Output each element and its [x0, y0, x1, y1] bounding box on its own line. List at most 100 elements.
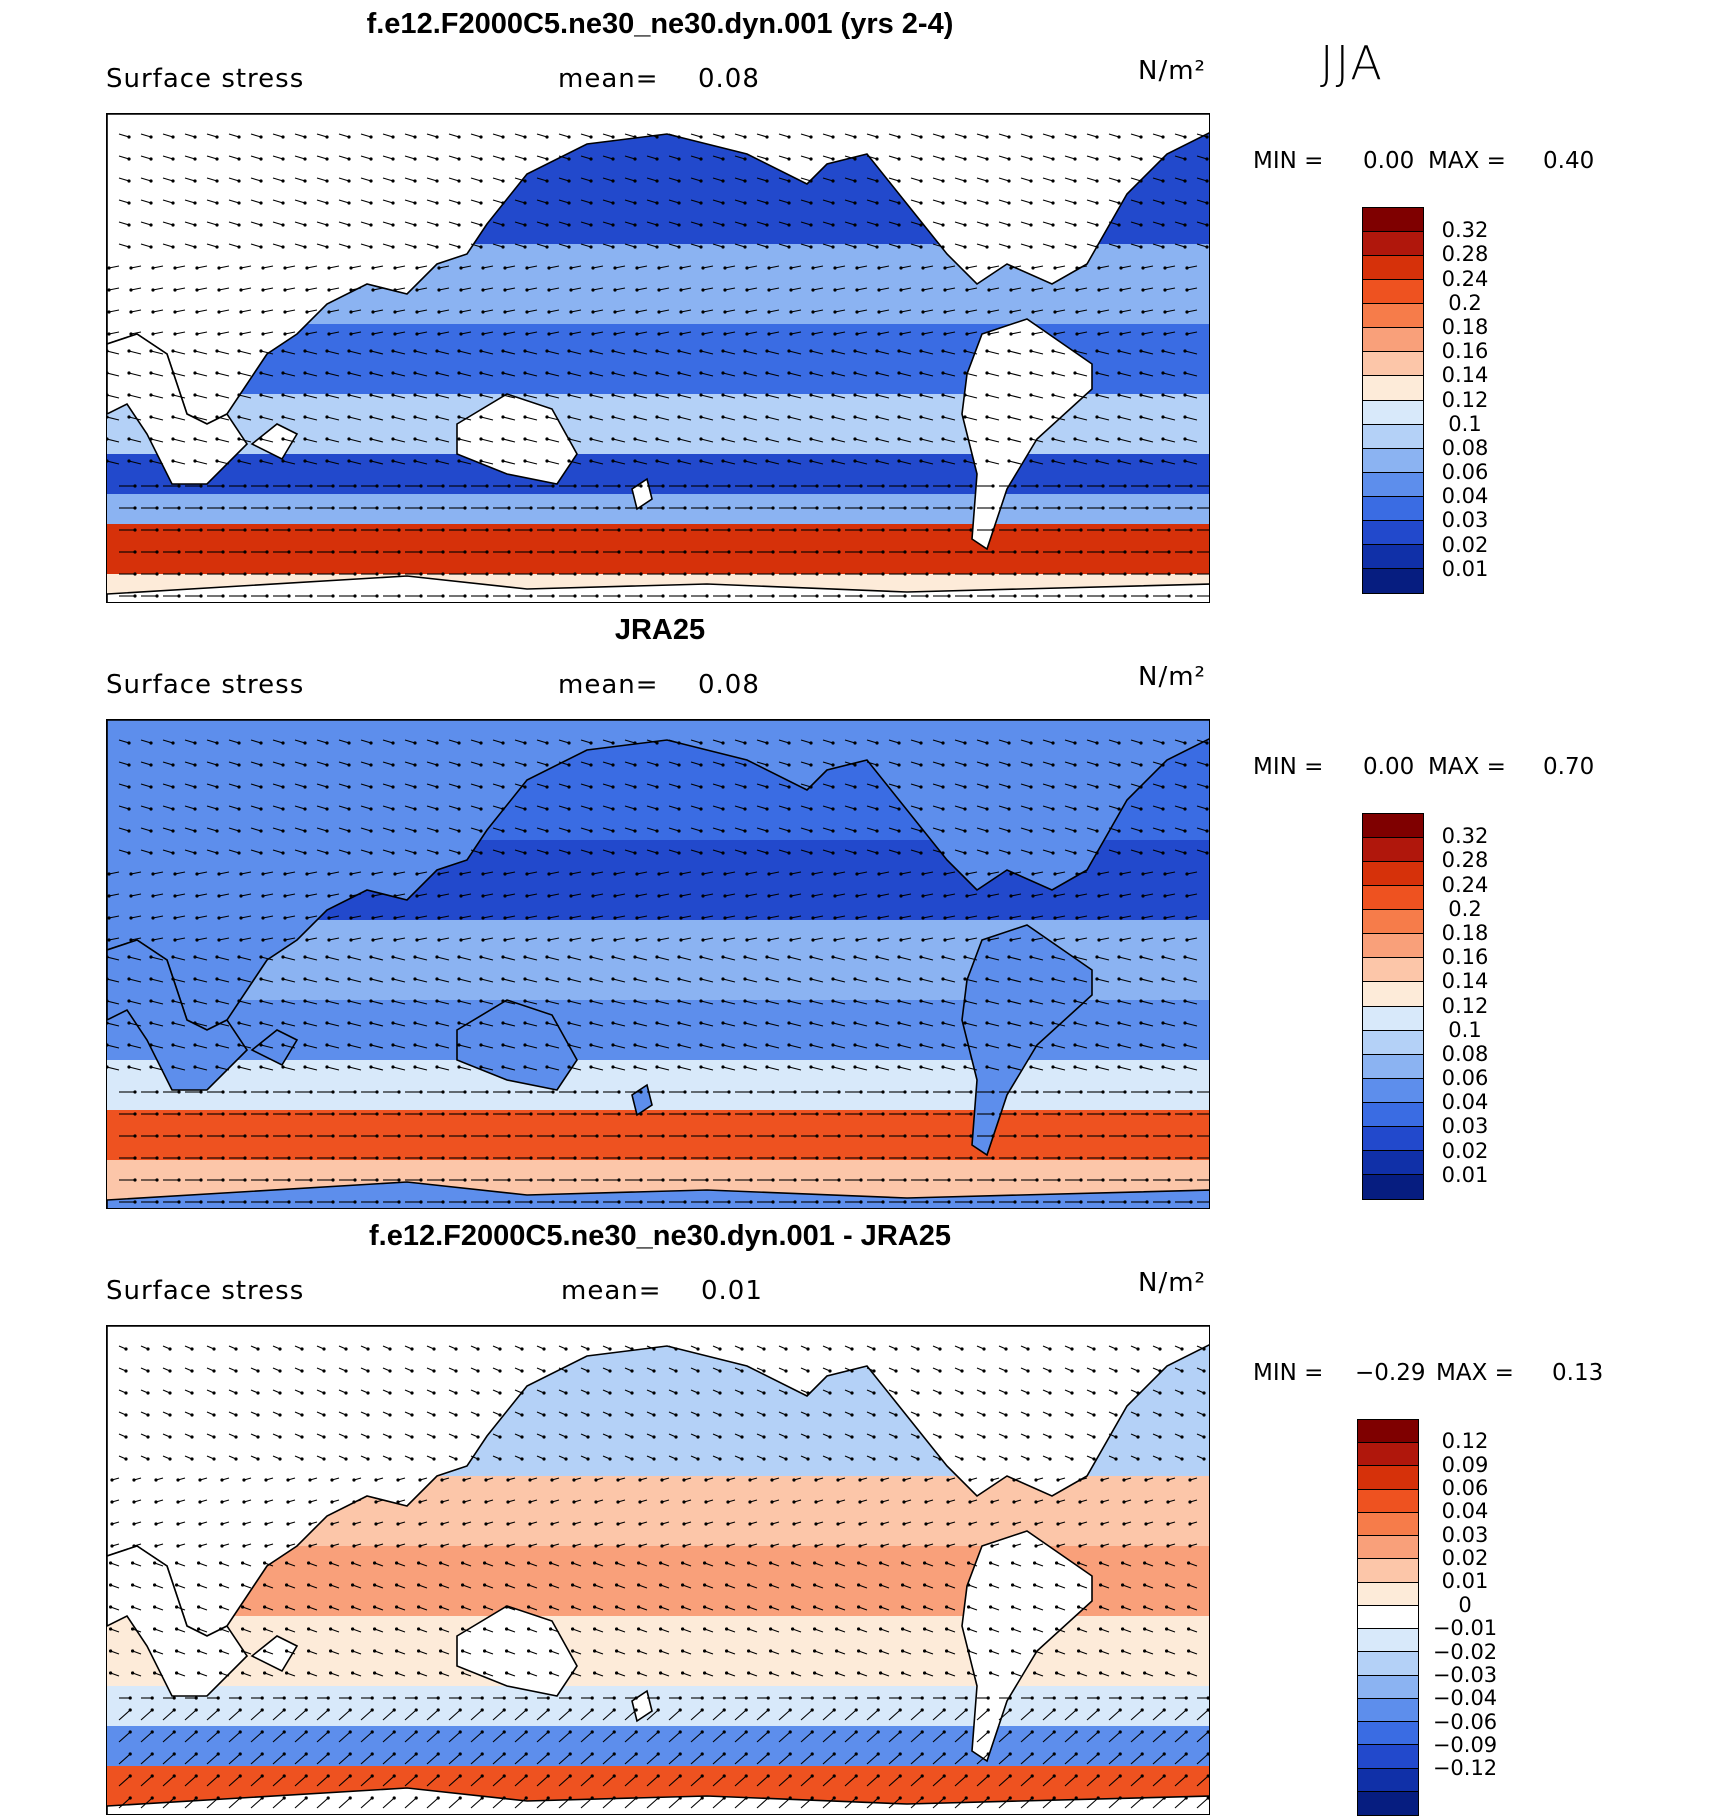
vector-head: [1029, 349, 1033, 353]
vector-head: [771, 594, 775, 598]
vector-head: [877, 310, 881, 314]
stress-vector: [866, 849, 878, 854]
vector-head: [281, 349, 285, 353]
vector-head: [1051, 1021, 1055, 1025]
vector-head: [171, 245, 175, 249]
vector-head: [261, 872, 265, 876]
stress-vector: [690, 221, 702, 226]
stress-vector: [656, 1000, 670, 1005]
vector-head: [1092, 1413, 1096, 1417]
vector-head: [127, 763, 131, 767]
vector-head: [441, 1200, 445, 1204]
vector-head: [787, 437, 791, 441]
vector-head: [432, 1413, 436, 1417]
stress-vector: [680, 937, 692, 941]
stress-vector: [404, 761, 416, 766]
vector-head: [991, 1156, 995, 1160]
vector-head: [454, 1391, 458, 1395]
vector-head: [432, 1369, 436, 1373]
stress-vector: [348, 1022, 362, 1027]
vector-head: [481, 332, 485, 336]
vector-head: [985, 955, 989, 959]
stress-vector: [272, 739, 284, 744]
stress-vector: [898, 394, 912, 399]
vector-head: [388, 1413, 392, 1417]
vector-head: [281, 393, 285, 397]
vector-head: [765, 371, 769, 375]
stress-vector: [1196, 155, 1208, 160]
vector-head: [611, 459, 615, 463]
stress-vector: [590, 1044, 604, 1049]
vector-head: [635, 266, 639, 270]
stress-vector: [404, 199, 416, 204]
stress-vector: [568, 394, 582, 399]
stress-vector: [910, 849, 922, 854]
vector-head: [529, 484, 533, 488]
vector-head: [1013, 528, 1017, 532]
stress-vector: [888, 783, 900, 788]
stress-vector: [1196, 805, 1208, 810]
vector-head: [1117, 201, 1121, 205]
vector-head: [349, 332, 353, 336]
vector-head: [657, 266, 661, 270]
vector-head: [501, 807, 505, 811]
vector-head: [1007, 1065, 1011, 1069]
vector-head: [463, 506, 467, 510]
vector-head: [529, 1178, 533, 1182]
stress-vector: [382, 805, 394, 810]
stress-vector: [1030, 978, 1044, 983]
vector-head: [881, 1112, 885, 1116]
vector-head: [542, 1435, 546, 1439]
stress-vector: [922, 265, 934, 269]
vector-head: [699, 135, 703, 139]
stress-vector: [414, 1022, 428, 1027]
vector-head: [963, 201, 967, 205]
vector-head: [765, 135, 769, 139]
stress-vector: [416, 331, 428, 335]
vector-head: [151, 288, 155, 292]
stress-vector: [1020, 739, 1032, 744]
vector-head: [589, 741, 593, 745]
vector-head: [479, 179, 483, 183]
vector-head: [305, 266, 309, 270]
vector-head: [190, 1435, 194, 1439]
vector-head: [701, 916, 705, 920]
stress-vector: [392, 394, 406, 399]
stress-vector: [1186, 287, 1198, 291]
stress-vector: [414, 350, 428, 355]
vector-head: [941, 829, 945, 833]
vector-head: [331, 1200, 335, 1204]
vector-head: [259, 977, 263, 981]
vector-head: [393, 288, 397, 292]
vector-head: [767, 310, 771, 314]
vector-head: [837, 1090, 841, 1094]
vector-head: [149, 157, 153, 161]
vector-head: [1029, 157, 1033, 161]
stress-vector: [898, 1000, 912, 1005]
vector-head: [419, 572, 423, 576]
vector-head: [815, 1178, 819, 1182]
stress-vector: [1076, 937, 1088, 941]
stress-vector: [470, 133, 482, 138]
stress-vector: [1186, 893, 1198, 897]
vector-head: [1051, 955, 1055, 959]
vector-head: [740, 1369, 744, 1373]
vector-head: [503, 872, 507, 876]
stress-vector: [866, 133, 878, 138]
vector-head: [347, 1043, 351, 1047]
vector-head: [369, 977, 373, 981]
vector-head: [969, 506, 973, 510]
stress-vector: [888, 177, 900, 182]
vector-head: [853, 157, 857, 161]
vector-head: [1051, 807, 1055, 811]
vector-head: [1145, 572, 1149, 576]
vector-head: [696, 1347, 700, 1351]
stress-vector: [624, 133, 636, 138]
stress-vector: [1086, 739, 1098, 744]
stress-vector: [228, 827, 240, 832]
vector-head: [305, 872, 309, 876]
vector-head: [837, 528, 841, 532]
stress-vector: [326, 372, 340, 377]
vector-head: [259, 135, 263, 139]
stress-vector: [1140, 1044, 1154, 1049]
